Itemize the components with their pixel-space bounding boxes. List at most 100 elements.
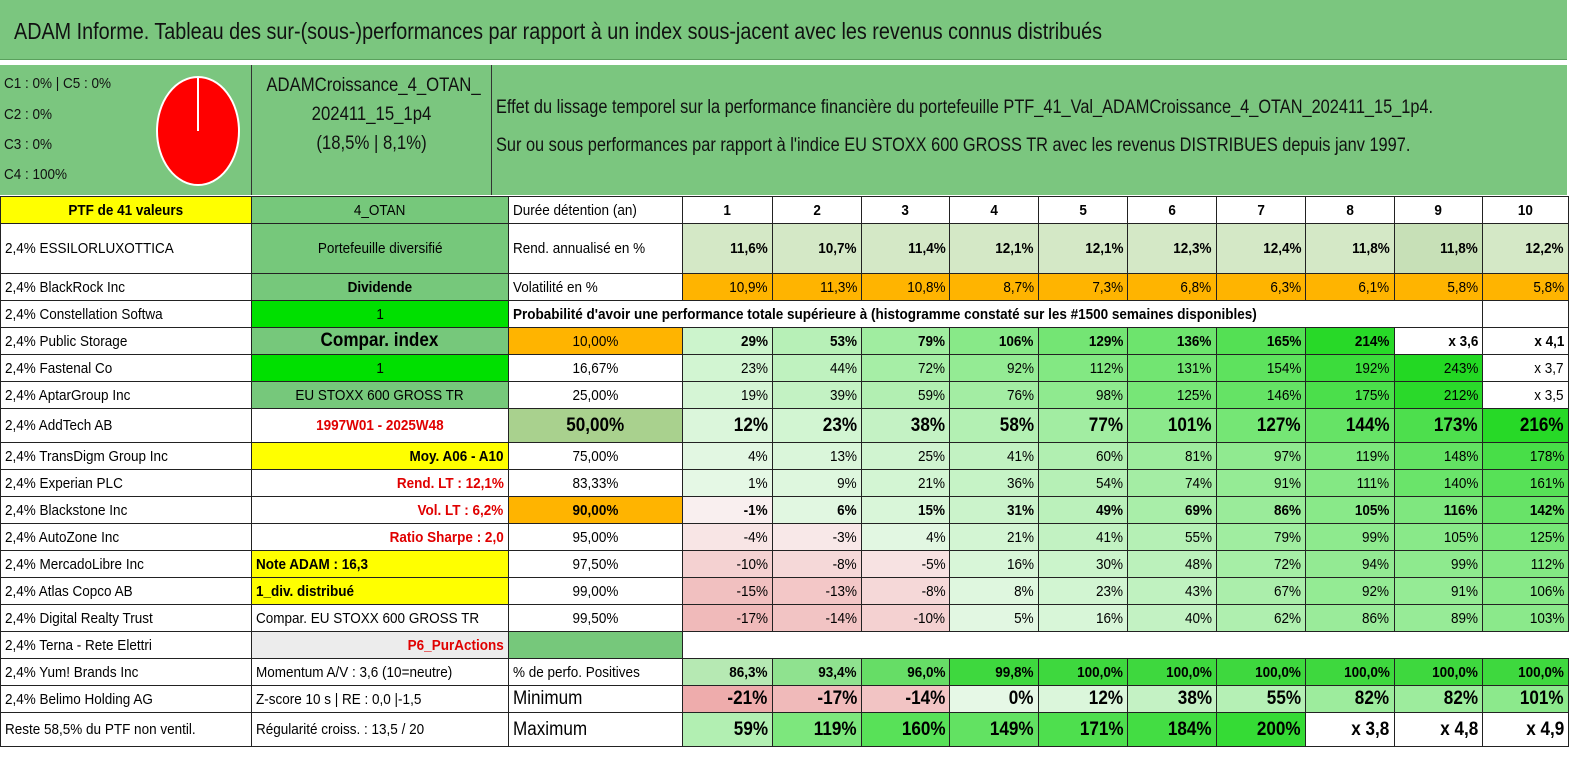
vol-value: 6,8% <box>1127 273 1217 301</box>
prob-value: -1% <box>682 496 773 524</box>
prob-value-text: 216% <box>1520 414 1564 436</box>
quantile-cell: 50,00% <box>507 408 684 443</box>
vol-value: 10,8% <box>860 273 951 301</box>
min-value-text: -21% <box>727 688 768 709</box>
prob-value-text: 94% <box>1362 555 1390 573</box>
prob-value-text: 129% <box>1088 332 1124 350</box>
table-row: 2,4% Belimo Holding AG Z-score 10 s | RE … <box>0 685 1569 713</box>
prob-value-text: 136% <box>1177 332 1212 350</box>
prob-value: 5% <box>949 604 1039 632</box>
info-cell-text: Compar. EU STOXX 600 GROSS TR <box>255 609 479 627</box>
prob-value-text: 55% <box>1184 528 1212 546</box>
prob-value-text: x 3,7 <box>1534 359 1564 377</box>
info-cell: Compar. EU STOXX 600 GROSS TR <box>250 604 509 632</box>
class-legend: C1 : 0% | C5 : 0% C2 : 0% C3 : 0% C4 : 1… <box>0 65 252 195</box>
prob-value-text: 212% <box>1443 386 1478 404</box>
info-cell-text: EU STOXX 600 GROSS TR <box>295 386 464 404</box>
holding-cell: 2,4% Digital Realty Trust <box>0 604 252 632</box>
prob-value-text: 81% <box>1184 447 1212 465</box>
max-value: x 4,9 <box>1481 712 1569 747</box>
prob-value: 105% <box>1305 496 1395 524</box>
rend-value: 12,1% <box>1037 223 1129 274</box>
rend-value: 11,8% <box>1393 223 1483 274</box>
prob-value: 62% <box>1215 604 1307 632</box>
prob-value: 23% <box>1037 577 1129 605</box>
prob-value: 12% <box>682 408 773 443</box>
quantile-cell: 25,00% <box>507 381 684 409</box>
prob-value-text: 112% <box>1089 359 1124 377</box>
quantile-cell: 16,67% <box>507 354 684 382</box>
quantile-cell: 10,00% <box>507 327 684 355</box>
prob-title-text: Probabilité d'avoir une performance tota… <box>512 305 1257 323</box>
min-value-text: 101% <box>1520 688 1564 709</box>
holding-cell-text: 2,4% Atlas Copco AB <box>5 582 133 600</box>
pos-value-text: 86,3% <box>729 663 768 681</box>
rend-value-text: 11,8% <box>1351 240 1390 257</box>
year-header: 7 <box>1215 196 1307 224</box>
year-header: 8 <box>1305 196 1395 224</box>
year-header-text: 1 <box>723 201 732 219</box>
table-row: 2,4% AptarGroup Inc EU STOXX 600 GROSS TR… <box>0 381 1569 409</box>
holding-cell: 2,4% MercadoLibre Inc <box>0 550 252 578</box>
info-cell-text: Moy. A06 - A10 <box>409 447 504 465</box>
prob-value: 148% <box>1393 442 1483 470</box>
prob-value: 41% <box>1037 523 1129 551</box>
prob-value-text: 79% <box>1274 528 1302 546</box>
min-value-text: 82% <box>1355 688 1390 709</box>
prob-value: 41% <box>949 442 1039 470</box>
prob-value-text: -14% <box>825 609 857 627</box>
prob-value: -13% <box>771 577 862 605</box>
prob-value: 1% <box>682 469 773 497</box>
prob-value-text: 29% <box>740 332 768 350</box>
info-cell-text: Rend. LT : 12,1% <box>396 474 504 492</box>
holding-cell-text: 2,4% AddTech AB <box>5 417 113 434</box>
description-box: Effet du lissage temporel sur la perform… <box>492 65 1567 195</box>
empty-cell <box>1481 300 1569 328</box>
max-value: 184% <box>1127 712 1217 747</box>
prob-value: 175% <box>1305 381 1395 409</box>
prob-value: 23% <box>682 354 773 382</box>
min-value-text: 55% <box>1266 688 1302 709</box>
info-cell-text: P6_PurActions <box>407 636 504 654</box>
info-cell-text: Ratio Sharpe : 2,0 <box>389 528 504 546</box>
holding-cell: 2,4% TransDigm Group Inc <box>0 442 252 470</box>
vol-value-text: 10,9% <box>729 278 768 296</box>
quantile-cell-text: 25,00% <box>572 386 619 404</box>
prob-value: 81% <box>1127 442 1217 470</box>
prob-value: 214% <box>1305 327 1395 355</box>
vol-value-text: 6,1% <box>1358 278 1390 296</box>
report-title-bar: ADAM Informe. Tableau des sur-(sous-)per… <box>0 0 1567 60</box>
rend-value: 12,1% <box>949 223 1039 274</box>
prob-value: 112% <box>1037 354 1129 382</box>
prob-value-text: 91% <box>1274 474 1302 492</box>
prob-value-text: 59% <box>918 386 946 404</box>
prob-value-text: 53% <box>829 332 857 350</box>
rend-value-text: 12,2% <box>1525 240 1564 257</box>
holding-cell: 2,4% ESSILORLUXOTTICA <box>0 223 252 274</box>
min-label: Minimum <box>507 685 684 713</box>
prob-value-text: 89% <box>1450 609 1478 627</box>
rend-value: 10,7% <box>771 223 862 274</box>
holding-cell-text: 2,4% Experian PLC <box>5 474 123 492</box>
holding-cell-text: 2,4% ESSILORLUXOTTICA <box>5 240 174 257</box>
prob-value-text: 31% <box>1006 501 1034 519</box>
prob-value-text: 127% <box>1257 414 1302 436</box>
prob-value-text: 21% <box>918 474 946 492</box>
prob-value-text: 86% <box>1274 501 1302 519</box>
year-header-text: 3 <box>901 201 910 219</box>
info-cell-text: 1997W01 - 2025W48 <box>315 417 444 434</box>
table-row: 2,4% Fastenal Co 1 16,67% 23% 44% 72% 92% 112% 1… <box>0 354 1569 382</box>
pos-value-text: 100,0% <box>1518 663 1564 681</box>
pos-value-text: 93,4% <box>818 663 857 681</box>
prob-value: 125% <box>1481 523 1569 551</box>
prob-value-text: 86% <box>1362 609 1390 627</box>
prob-value: 21% <box>860 469 951 497</box>
info-cell-text: 1 <box>375 305 384 323</box>
vol-label-text: Volatilité en % <box>512 278 598 296</box>
info-cell: Ratio Sharpe : 2,0 <box>250 523 509 551</box>
max-value: 119% <box>771 712 862 747</box>
table-row: 2,4% BlackRock Inc Dividende Volatilité en… <box>0 273 1569 301</box>
prob-value: 53% <box>771 327 862 355</box>
prob-value: 154% <box>1215 354 1307 382</box>
pos-value: 93,4% <box>771 658 862 686</box>
